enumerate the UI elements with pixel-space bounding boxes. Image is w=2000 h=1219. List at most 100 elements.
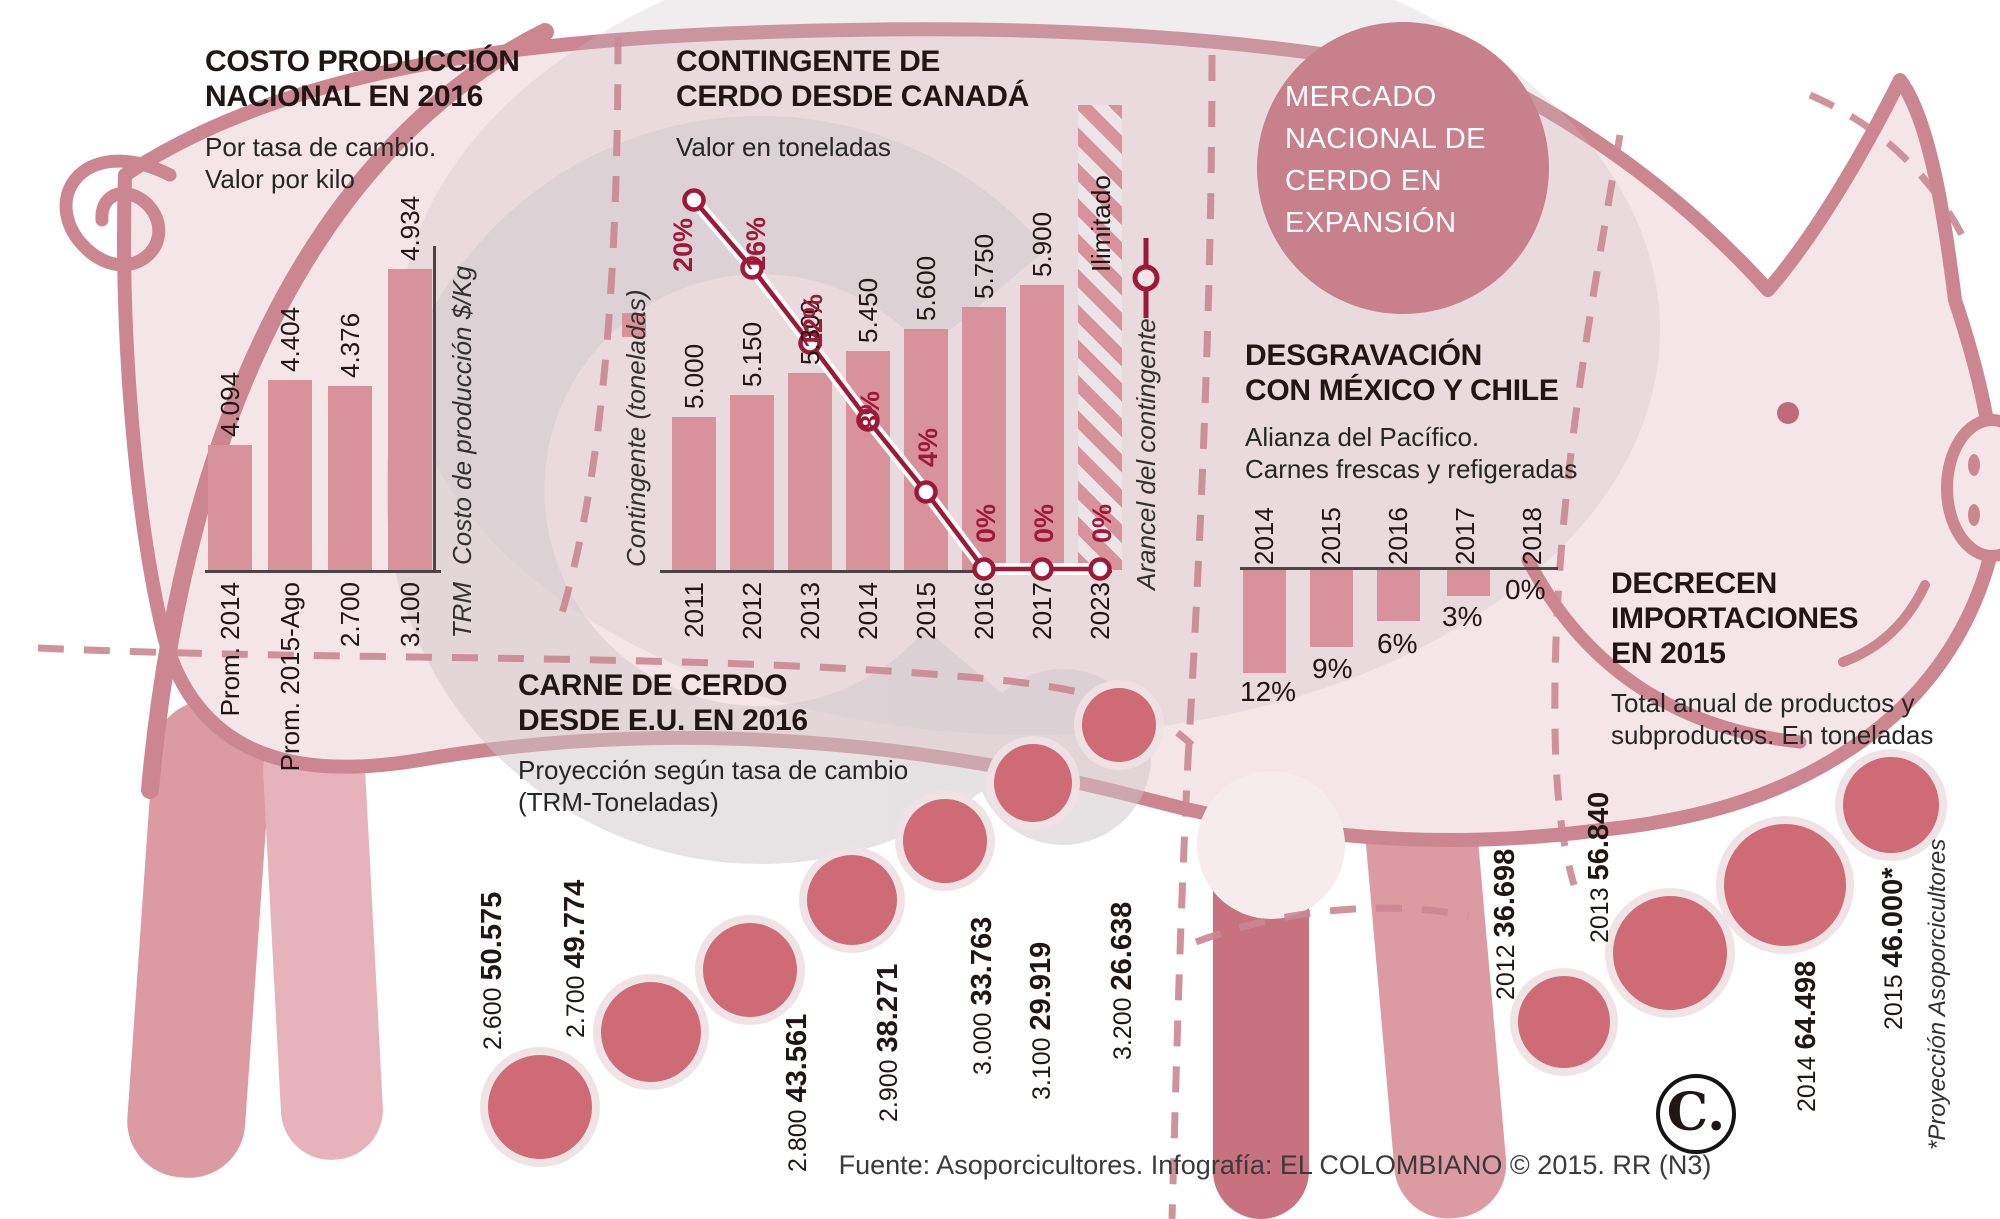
importaciones-bubble-label: 2012 36.698 — [1489, 848, 1521, 1000]
costo-bar — [328, 386, 372, 570]
costo-bar-value: 4.404 — [275, 306, 305, 372]
desgravacion-bar — [1377, 570, 1420, 621]
carne-eu-bubble-label: 2.900 38.271 — [872, 963, 904, 1122]
contingente-bar — [672, 417, 716, 570]
carne-eu-bubble — [1082, 688, 1156, 762]
contingente-bar-label: 2011 — [679, 582, 709, 638]
desgravacion-year-label: 2016 — [1383, 507, 1413, 565]
arancel-line-value: 4% — [913, 427, 943, 467]
arancel-line-value: 0% — [1087, 503, 1117, 543]
desgravacion-bar-value: 6% — [1377, 628, 1418, 659]
costo-subtitle: Por tasa de cambio. Valor por kilo — [205, 132, 437, 194]
contingente-bar-value: 5.900 — [1027, 211, 1057, 277]
carne-eu-subtitle: Proyección según tasa de cambio (TRM-Ton… — [518, 755, 909, 817]
carne-eu-bubble-category: 3.200 — [1109, 990, 1137, 1060]
costo-y-axis-label: Costo de producción $/Kg — [447, 265, 477, 565]
carne-eu-bubble-value: 33.763 — [966, 916, 998, 1006]
arancel-line-value: 20% — [668, 217, 698, 272]
arancel-line-value: 0% — [1029, 503, 1059, 543]
importaciones-bubble-value: 56.840 — [1583, 791, 1615, 881]
carne-eu-bubble-label: 2.600 50.575 — [476, 891, 508, 1050]
costo-bar-label: Prom. 2015-Ago — [275, 582, 305, 772]
carne-eu-title: CARNE DE CERDO DESDE E.U. EN 2016 — [518, 669, 808, 737]
costo-bar-label: 2.700 — [335, 582, 365, 648]
desgravacion-bar — [1310, 570, 1353, 647]
arancel-line-value: 0% — [971, 503, 1001, 543]
contingente-bar-label: 2016 — [969, 582, 999, 640]
carne-eu-bubble-category: 3.000 — [969, 1005, 997, 1075]
importaciones-bubble-label: 2013 56.840 — [1583, 791, 1615, 943]
costo-bar — [388, 269, 432, 570]
importaciones-bubble-category: 2014 — [1793, 1049, 1821, 1112]
costo-bar-label: Prom. 2014 — [215, 582, 245, 717]
carne-eu-bubble — [903, 799, 987, 883]
arancel-line-legend: Arancel del contingente — [1131, 318, 1161, 590]
contingente-bar — [846, 351, 890, 570]
carne-eu-bubble-category: 2.600 — [479, 980, 507, 1050]
contingente-bar-label: 2012 — [737, 582, 767, 640]
contingente-bar-label: 2015 — [911, 582, 941, 640]
contingente-bar-value: 5.000 — [679, 343, 709, 409]
costo-bar — [208, 445, 252, 570]
contingente-bar-label: 2013 — [795, 582, 825, 640]
contingente-subtitle: Valor en toneladas — [676, 132, 891, 162]
importaciones-bubble-category: 2012 — [1492, 937, 1520, 1000]
desgravacion-x-axis — [1240, 567, 1558, 570]
mercado-circle: MERCADO NACIONAL DE CERDO EN EXPANSIÓN — [1257, 22, 1549, 314]
carne-eu-bubble-label: 3.100 29.919 — [1025, 941, 1057, 1100]
carne-eu-bubble-value: 38.271 — [872, 963, 904, 1053]
carne-eu-bubble-value: 43.561 — [781, 1013, 813, 1103]
importaciones-bubble-label: 2015 46.000* — [1877, 867, 1909, 1030]
costo-x-axis-label: TRM — [447, 582, 477, 639]
contingente-x-axis — [660, 570, 1112, 573]
carne-eu-bubble-category: 3.100 — [1028, 1030, 1056, 1100]
desgravacion-year-label: 2017 — [1450, 507, 1480, 565]
desgravacion-year-label: 2014 — [1249, 507, 1279, 565]
costo-bar-label: 3.100 — [395, 582, 425, 648]
source-credit: Fuente: Asoporcicultores. Infografía: EL… — [838, 1150, 1712, 1180]
carne-eu-bubble-label: 2.800 43.561 — [781, 1013, 813, 1172]
importaciones-bubble-value: 36.698 — [1489, 848, 1521, 938]
arancel-line-value: 12% — [798, 293, 828, 348]
contingente-bar — [730, 395, 774, 570]
desgravacion-bar-value: 12% — [1240, 676, 1297, 707]
contingente-bar-label: 2014 — [853, 582, 883, 640]
desgravacion-year-label: 2015 — [1316, 507, 1346, 565]
contingente-bar-value: Ilimitado — [1086, 175, 1116, 272]
importaciones-bubble-value: 64.498 — [1790, 960, 1822, 1050]
desgravacion-bar-value: 9% — [1312, 653, 1353, 684]
contingente-bar-label: 2017 — [1027, 582, 1057, 640]
costo-bar-value: 4.094 — [215, 371, 245, 437]
carne-eu-bubble-value: 50.575 — [476, 891, 508, 981]
carne-eu-bubble-label: 3.000 33.763 — [966, 916, 998, 1075]
importaciones-footnote: *Proyección Asoporcicultores — [1924, 838, 1951, 1150]
desgravacion-bar-value: 3% — [1442, 601, 1483, 632]
costo-x-axis — [205, 570, 441, 573]
carne-eu-bubble-category: 2.900 — [875, 1052, 903, 1122]
arancel-line-value: 16% — [741, 216, 771, 271]
el-colombiano-logo: C. — [1656, 1074, 1736, 1154]
carne-eu-bubble — [601, 982, 701, 1082]
importaciones-bubble — [1613, 896, 1727, 1010]
contingente-bar-value: 5.600 — [911, 255, 941, 321]
carne-eu-bubble-label: 3.200 26.638 — [1106, 902, 1138, 1060]
importaciones-subtitle: Total anual de productos y subproductos.… — [1611, 688, 1934, 750]
importaciones-title: DECRECEN IMPORTACIONES EN 2015 — [1611, 567, 1859, 670]
carne-eu-bubble — [703, 923, 797, 1017]
carne-eu-bubble-category: 2.700 — [562, 968, 590, 1038]
contingente-title: CONTINGENTE DE CERDO DESDE CANADÁ — [676, 45, 1029, 113]
costo-bar-value: 4.376 — [335, 312, 365, 378]
costo-title: COSTO PRODUCCIÓN NACIONAL EN 2016 — [205, 45, 520, 113]
carne-eu-bubble — [994, 744, 1072, 822]
desgravacion-bar — [1447, 570, 1490, 596]
desgravacion-title: DESGRAVACIÓN CON MÉXICO Y CHILE — [1245, 339, 1559, 407]
carne-eu-bubble-label: 2.700 49.774 — [559, 879, 591, 1038]
importaciones-bubble-category: 2015 — [1880, 967, 1908, 1030]
costo-y-axis — [433, 246, 436, 573]
arancel-line-value: 8% — [855, 390, 885, 430]
importaciones-bubble-value: 46.000* — [1877, 867, 1909, 968]
carne-eu-bubble-value: 49.774 — [559, 879, 591, 969]
contingente-bar-value: 5.150 — [737, 321, 767, 387]
carne-eu-bubble-value: 29.919 — [1025, 941, 1057, 1031]
